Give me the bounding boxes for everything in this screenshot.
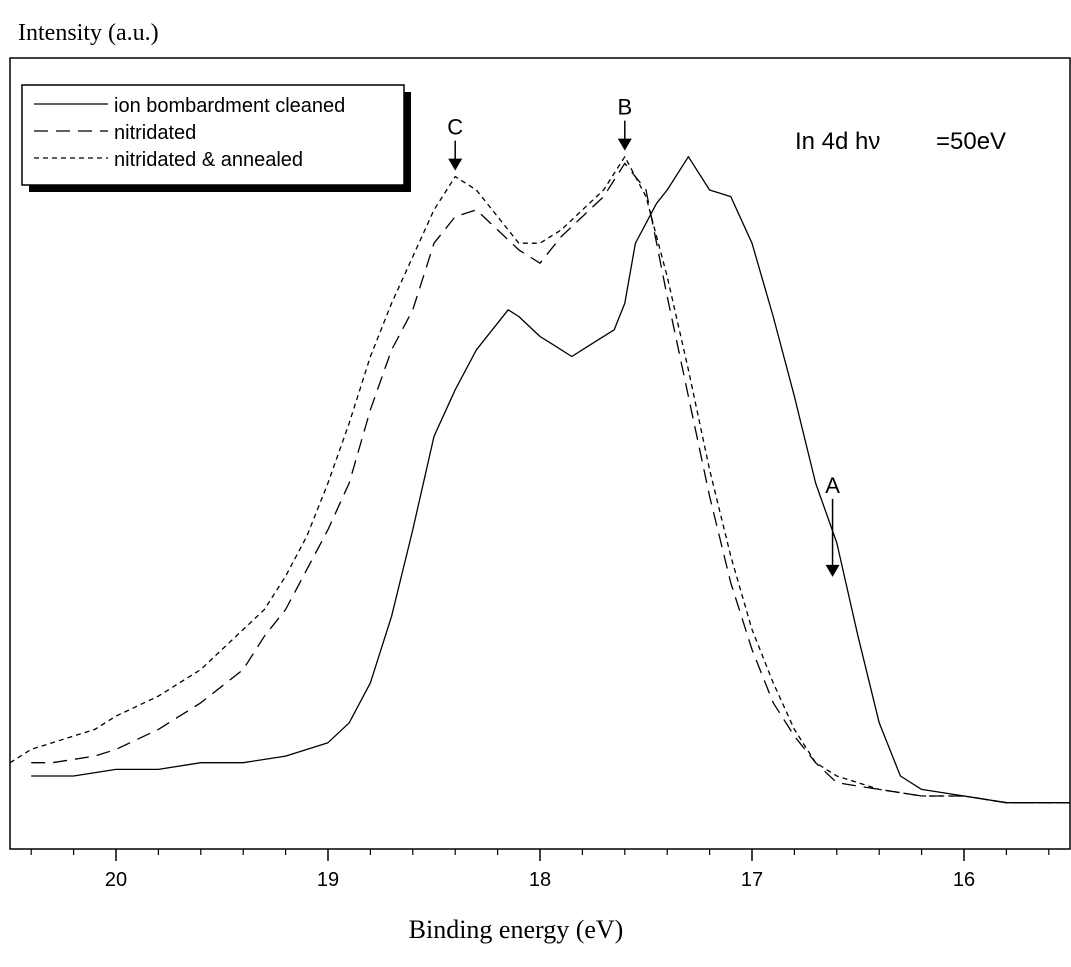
- x-axis-label: Binding energy (eV): [409, 915, 624, 944]
- marker-label-A: A: [825, 473, 840, 498]
- series-lines: [9, 156, 1070, 804]
- annotation-value: =50eV: [936, 128, 1006, 155]
- marker-arrowhead-C: [448, 158, 463, 171]
- annotation: In 4d hν =50eV: [795, 128, 1006, 155]
- series-line-3: [9, 156, 1070, 804]
- marker-arrowhead-B: [617, 138, 632, 151]
- marker-label-C: C: [447, 115, 463, 140]
- legend-label: ion bombardment cleaned: [114, 95, 345, 117]
- y-axis-label: Intensity (a.u.): [18, 20, 159, 46]
- legend: ion bombardment cleaned nitridated nitrida…: [21, 84, 411, 192]
- x-axis: 20 19 18 17 16: [30, 849, 1050, 891]
- marker-label-B: B: [617, 95, 632, 120]
- x-tick-label: 16: [953, 869, 975, 891]
- legend-label: nitridated & annealed: [114, 149, 303, 171]
- marker-arrowhead-A: [825, 564, 840, 577]
- x-tick-label: 19: [317, 869, 339, 891]
- peak-markers: C B A: [447, 95, 840, 577]
- x-tick-label: 18: [529, 869, 551, 891]
- annotation-main: In 4d hν: [795, 128, 880, 155]
- series-line-2: [31, 162, 1070, 804]
- legend-label: nitridated: [114, 122, 196, 144]
- x-tick-label: 17: [741, 869, 763, 891]
- legend-box: [21, 84, 405, 186]
- x-tick-label: 20: [105, 869, 127, 891]
- series-line-1: [31, 156, 1070, 804]
